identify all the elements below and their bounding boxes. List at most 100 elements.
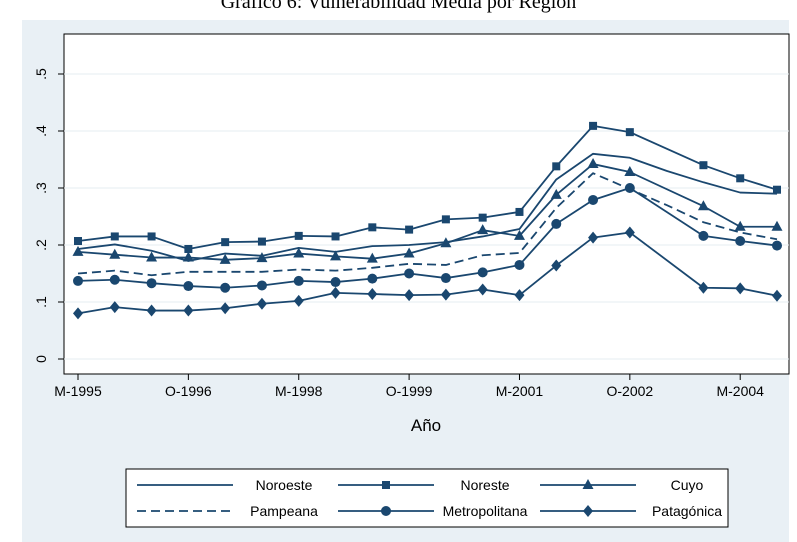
- y-tick-label: .1: [33, 296, 49, 308]
- data-point-metropolitana: [293, 275, 304, 286]
- data-point-cuyo: [771, 220, 783, 231]
- data-point-patag-nica: [404, 289, 415, 302]
- data-point-noreste: [589, 121, 598, 130]
- data-point-patag-nica: [698, 281, 709, 294]
- data-point-patag-nica: [109, 301, 120, 314]
- legend-label-metropolitana: Metropolitana: [443, 503, 528, 519]
- data-point-cuyo: [440, 237, 452, 248]
- data-point-cuyo: [734, 220, 746, 231]
- data-point-cuyo: [182, 251, 194, 262]
- data-point-metropolitana: [330, 277, 341, 288]
- data-point-cuyo: [624, 166, 636, 177]
- data-point-noreste: [773, 185, 781, 194]
- data-point-patag-nica: [551, 259, 562, 272]
- data-point-patag-nica: [293, 294, 304, 307]
- data-point-noreste: [74, 237, 82, 246]
- legend-label-cuyo: Cuyo: [671, 477, 704, 493]
- legend: Noroeste Noreste Cuyo Pampeana Metropolitana…: [137, 477, 722, 519]
- data-point-patag-nica: [146, 304, 157, 317]
- x-tick-label: O-1996: [165, 383, 212, 399]
- data-point-cuyo: [477, 224, 489, 235]
- data-point-metropolitana: [256, 280, 267, 291]
- legend-marker-patag-nica: [583, 505, 593, 517]
- data-point-noreste: [625, 128, 634, 137]
- data-point-metropolitana: [109, 274, 120, 285]
- data-point-noreste: [147, 232, 156, 241]
- legend-label-noreste: Noreste: [460, 477, 509, 493]
- data-point-patag-nica: [330, 286, 341, 299]
- data-point-metropolitana: [367, 273, 378, 284]
- data-point-cuyo: [587, 158, 599, 169]
- data-point-patag-nica: [477, 283, 488, 296]
- data-point-cuyo: [513, 229, 525, 240]
- legend-marker-cuyo: [582, 479, 594, 489]
- y-tick-label: .4: [33, 125, 49, 137]
- data-point-patag-nica: [440, 288, 451, 301]
- data-point-noreste: [368, 223, 377, 232]
- data-point-noreste: [405, 225, 414, 234]
- data-point-metropolitana: [183, 281, 194, 292]
- data-point-metropolitana: [220, 282, 231, 293]
- data-point-metropolitana: [624, 183, 635, 193]
- data-point-metropolitana: [440, 273, 451, 284]
- data-point-patag-nica: [772, 289, 782, 302]
- x-axis-title: Año: [411, 416, 441, 435]
- data-point-metropolitana: [551, 218, 562, 229]
- x-axis: M-1995 O-1996 M-1998 O-1999 M-2001 O-2002 M-20…: [54, 374, 764, 399]
- legend-label-noroeste: Noroeste: [256, 477, 313, 493]
- x-tick-label: M-1998: [275, 383, 323, 399]
- y-tick-label: .5: [33, 68, 49, 80]
- legend-label-pampeana: Pampeana: [250, 503, 318, 519]
- data-point-patag-nica: [588, 231, 599, 244]
- data-point-patag-nica: [73, 307, 83, 320]
- data-point-patag-nica: [183, 304, 194, 317]
- legend-label-patag-nica: Patagónica: [652, 503, 722, 519]
- x-tick-label: M-2004: [716, 383, 764, 399]
- x-tick-label: M-2001: [496, 383, 544, 399]
- data-point-cuyo: [366, 252, 378, 263]
- data-point-patag-nica: [367, 288, 378, 301]
- data-point-cuyo: [697, 200, 709, 211]
- gridlines: [64, 73, 789, 360]
- data-point-noreste: [699, 161, 708, 170]
- x-tick-label: O-1999: [386, 383, 433, 399]
- data-point-noreste: [184, 244, 193, 253]
- data-point-patag-nica: [256, 297, 267, 310]
- data-point-noreste: [331, 232, 340, 241]
- y-axis: 0 .1 .2 .3 .4 .5: [33, 68, 64, 363]
- data-point-metropolitana: [772, 240, 782, 251]
- y-tick-label: .2: [33, 239, 49, 251]
- series-line-noroeste: [77, 152, 778, 262]
- data-point-metropolitana: [73, 275, 83, 286]
- data-point-cuyo: [256, 252, 268, 263]
- data-point-patag-nica: [514, 289, 525, 302]
- data-point-cuyo: [109, 248, 121, 259]
- data-point-cuyo: [72, 245, 84, 256]
- data-point-patag-nica: [220, 302, 231, 315]
- data-point-noreste: [515, 207, 524, 216]
- data-point-metropolitana: [698, 230, 709, 241]
- data-point-cuyo: [550, 188, 562, 199]
- legend-marker-noreste: [382, 481, 390, 489]
- data-point-patag-nica: [735, 282, 746, 295]
- data-point-metropolitana: [477, 267, 488, 278]
- x-tick-label: O-2002: [606, 383, 653, 399]
- data-point-cuyo: [403, 247, 415, 258]
- data-point-cuyo: [293, 247, 305, 258]
- plot-area: [63, 33, 790, 375]
- data-point-metropolitana: [588, 194, 599, 205]
- data-point-metropolitana: [146, 278, 157, 289]
- data-point-noreste: [221, 238, 230, 247]
- chart-title: Gráfico 6: Vulnerabilidad Media por Regi…: [220, 0, 577, 13]
- data-point-noreste: [294, 231, 303, 240]
- data-point-metropolitana: [735, 236, 746, 247]
- data-point-cuyo: [330, 250, 342, 261]
- data-point-cuyo: [146, 251, 158, 262]
- legend-box: [125, 468, 729, 528]
- data-point-noreste: [552, 162, 561, 171]
- data-point-metropolitana: [514, 259, 525, 270]
- data-point-metropolitana: [404, 268, 415, 279]
- y-tick-label: .3: [33, 182, 49, 194]
- data-point-noreste: [257, 237, 266, 246]
